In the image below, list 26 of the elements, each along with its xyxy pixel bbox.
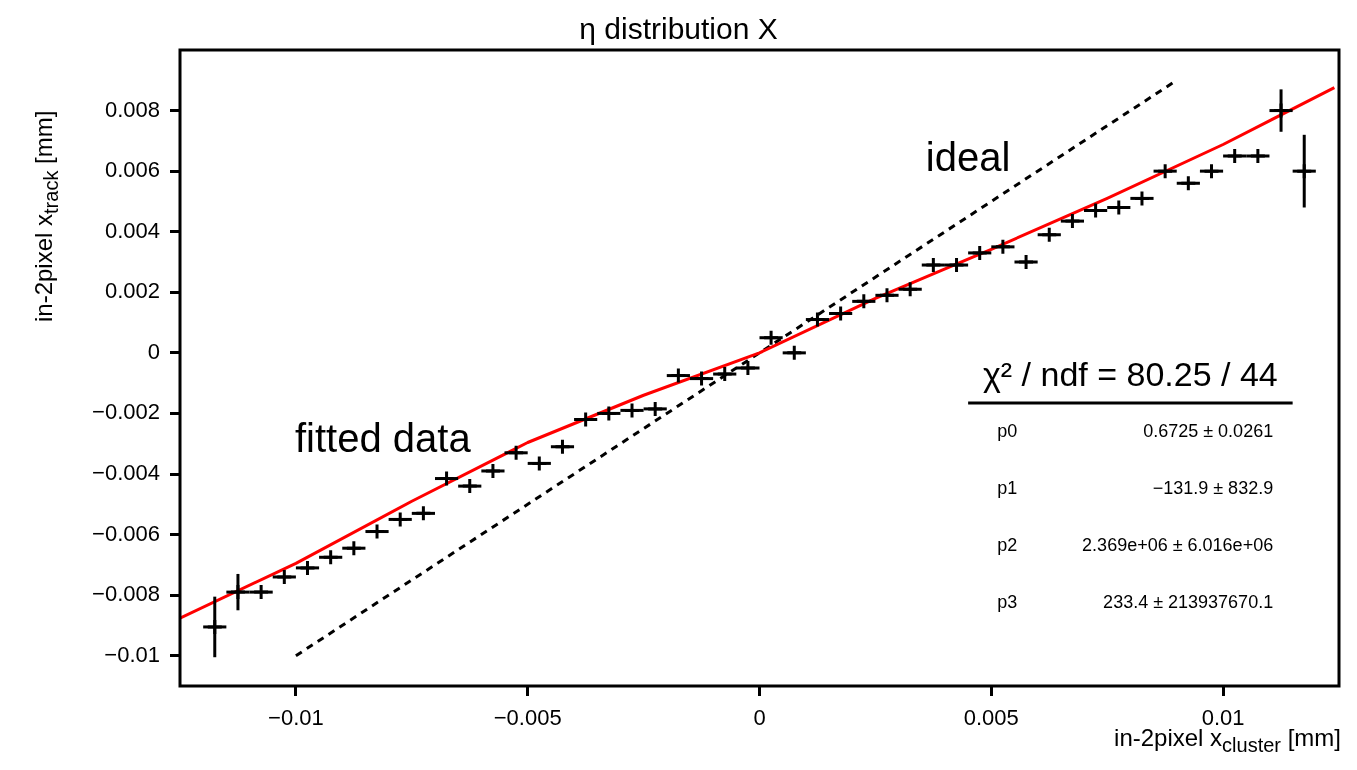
x-tick-label: −0.005 [493, 705, 562, 731]
annotation: ideal [925, 135, 1011, 180]
y-tick-label: −0.008 [92, 581, 160, 607]
annotation: p1 [997, 477, 1018, 498]
y-tick-label: 0.002 [104, 278, 160, 304]
x-tick-label: 0.005 [963, 705, 1019, 731]
annotation: 233.4 ± 213937670.1 [1103, 592, 1274, 613]
annotation: fitted data [294, 416, 472, 461]
annotation: p2 [997, 535, 1018, 556]
y-tick-label: 0.008 [104, 96, 160, 122]
y-tick-label: −0.002 [92, 399, 160, 425]
y-tick-label: 0.004 [104, 217, 160, 243]
annotation: 0.6725 ± 0.0261 [1143, 420, 1274, 441]
annotation: p3 [997, 592, 1018, 613]
y-tick-label: −0.004 [92, 460, 160, 486]
annotation: 2.369e+06 ± 6.016e+06 [1082, 535, 1274, 556]
x-tick-label: −0.01 [268, 705, 324, 731]
annotation: χ² / ndf = 80.25 / 44 [983, 354, 1278, 393]
y-tick-label: −0.006 [92, 520, 160, 546]
annotation: p0 [997, 420, 1018, 441]
annotation: −131.9 ± 832.9 [1152, 477, 1274, 498]
y-tick-label: 0.006 [104, 157, 160, 183]
chart-title: η distribution X [578, 12, 779, 46]
x-tick-label: 0 [753, 705, 766, 731]
y-tick-label: −0.01 [104, 641, 160, 667]
y-tick-label: 0 [147, 338, 160, 364]
